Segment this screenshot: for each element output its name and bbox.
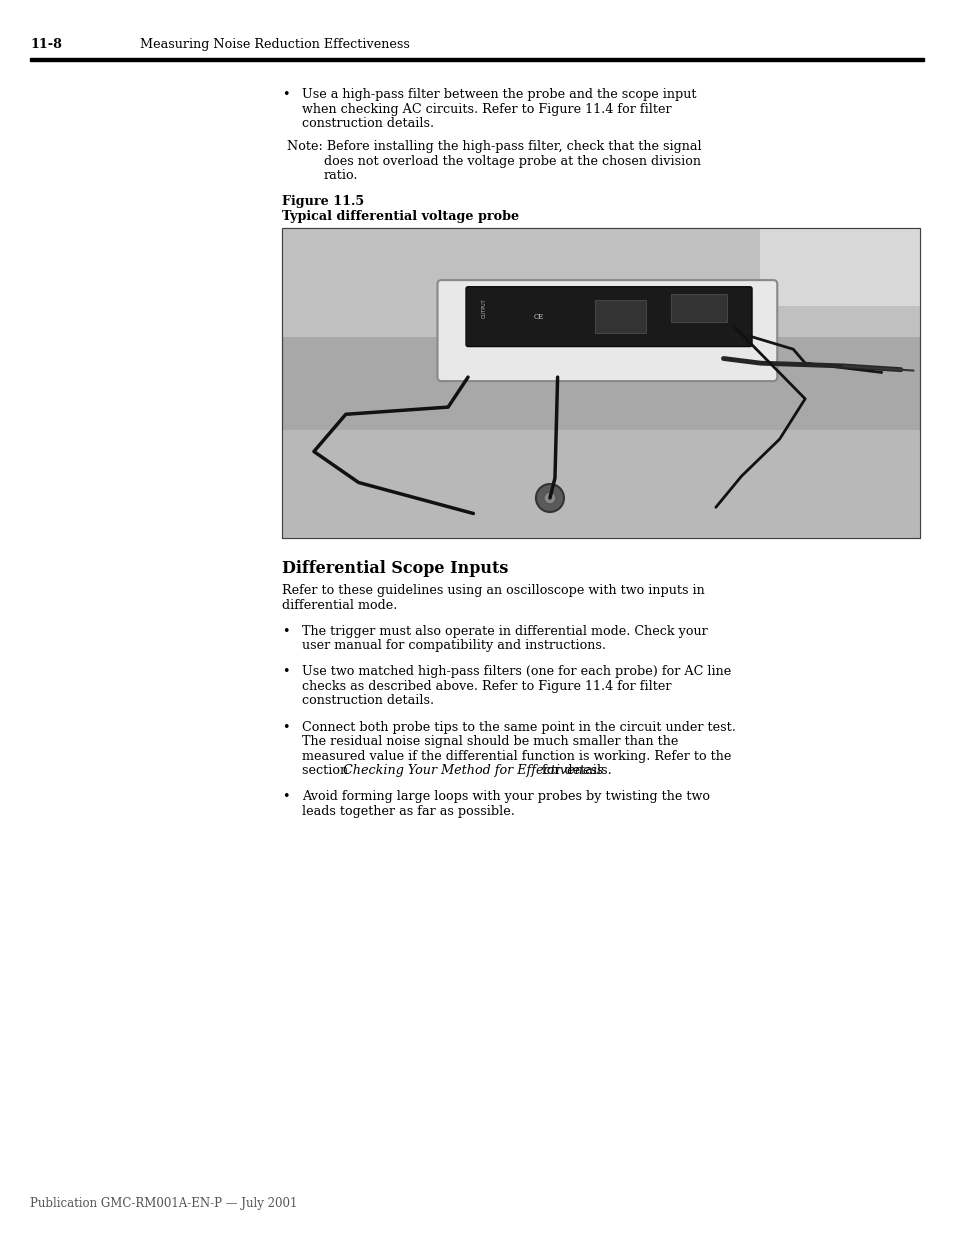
FancyBboxPatch shape [466,287,751,347]
Text: Use two matched high-pass filters (one for each probe) for AC line: Use two matched high-pass filters (one f… [302,666,731,678]
Bar [282,228,919,337]
Text: Checking Your Method for Effectiveness: Checking Your Method for Effectiveness [343,764,602,777]
Text: Note: Before installing the high-pass filter, check that the signal: Note: Before installing the high-pass fi… [287,141,700,153]
Text: The trigger must also operate in differential mode. Check your: The trigger must also operate in differe… [302,625,707,638]
Text: does not overload the voltage probe at the chosen division: does not overload the voltage probe at t… [324,154,700,168]
Text: The residual noise signal should be much smaller than the: The residual noise signal should be much… [302,735,678,748]
Text: •: • [282,88,289,101]
Text: 11-8: 11-8 [30,38,62,51]
Text: Use a high-pass filter between the probe and the scope input: Use a high-pass filter between the probe… [302,88,696,101]
Text: CE: CE [533,312,543,321]
Text: Figure 11.5: Figure 11.5 [282,195,364,209]
Bar [595,300,645,333]
Text: •: • [282,625,289,638]
Text: construction details.: construction details. [302,694,434,708]
Text: leads together as far as possible.: leads together as far as possible. [302,805,515,818]
Text: user manual for compatibility and instructions.: user manual for compatibility and instru… [302,640,605,652]
Text: •: • [282,666,289,678]
Bar [760,228,919,306]
Bar [30,58,923,61]
Text: ratio.: ratio. [324,169,358,183]
Text: section: section [302,764,352,777]
Text: measured value if the differential function is working. Refer to the: measured value if the differential funct… [302,750,731,762]
Circle shape [536,484,563,513]
Text: •: • [282,720,289,734]
Bar [282,430,919,538]
Text: for details.: for details. [537,764,611,777]
Text: Avoid forming large loops with your probes by twisting the two: Avoid forming large loops with your prob… [302,790,709,803]
Bar [282,228,919,538]
Text: differential mode.: differential mode. [282,599,397,611]
Text: Typical differential voltage probe: Typical differential voltage probe [282,210,518,222]
Bar [282,228,919,538]
Text: when checking AC circuits. Refer to Figure 11.4 for filter: when checking AC circuits. Refer to Figu… [302,103,671,116]
Text: Measuring Noise Reduction Effectiveness: Measuring Noise Reduction Effectiveness [140,38,410,51]
Text: Connect both probe tips to the same point in the circuit under test.: Connect both probe tips to the same poin… [302,720,735,734]
Text: Differential Scope Inputs: Differential Scope Inputs [282,561,508,577]
Circle shape [543,492,556,504]
Text: Refer to these guidelines using an oscilloscope with two inputs in: Refer to these guidelines using an oscil… [282,584,704,598]
Text: OUTPUT: OUTPUT [481,299,487,319]
Text: construction details.: construction details. [302,117,434,130]
FancyBboxPatch shape [437,280,777,382]
Text: checks as described above. Refer to Figure 11.4 for filter: checks as described above. Refer to Figu… [302,680,671,693]
Text: Publication GMC-RM001A-EN-P — July 2001: Publication GMC-RM001A-EN-P — July 2001 [30,1197,297,1210]
Bar [670,294,727,322]
Text: •: • [282,790,289,803]
